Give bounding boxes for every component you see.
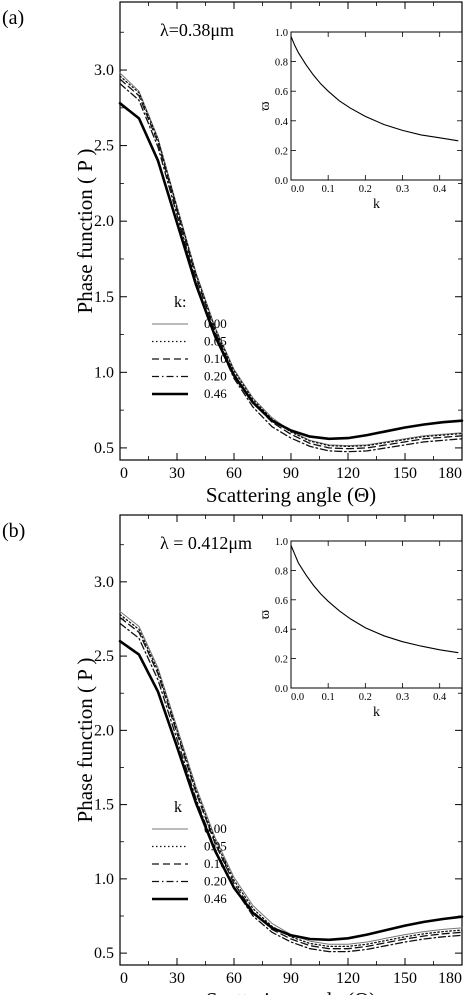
inset-x-axis-title: k	[373, 197, 380, 212]
series-line-k-0.10	[119, 78, 463, 450]
inset-x-tick-label: 0.4	[433, 692, 447, 703]
wavelength-annotation: λ = 0.412μm	[160, 533, 252, 553]
y-tick-label: 1.0	[94, 364, 114, 381]
series-line-k-0.05	[119, 75, 463, 448]
series-line-k-0.20	[119, 82, 463, 453]
series-line-k-0.46	[118, 102, 464, 441]
y-tick-label: 0.5	[94, 945, 114, 962]
x-tick-label: 90	[283, 970, 299, 987]
wavelength-annotation: λ=0.38μm	[160, 20, 234, 40]
inset-y-tick-label: 0.0	[275, 684, 288, 695]
y-tick-label: 1.5	[94, 797, 114, 814]
legend-label: 0.00	[204, 316, 227, 331]
inset-x-tick-label: 0.3	[396, 184, 409, 195]
legend-label: 0.00	[204, 821, 227, 836]
inset-frame	[290, 31, 463, 181]
series-line-k-0.46	[118, 639, 464, 942]
inset-y-tick-label: 0.2	[275, 655, 288, 666]
x-tick-label: 180	[438, 465, 462, 482]
x-tick-label: 0	[120, 465, 128, 482]
inset-y-axis-title: ϖ	[258, 101, 273, 110]
inset-y-tick-label: 0.8	[275, 58, 288, 69]
x-axis-title: Scattering angle (Θ)	[206, 988, 376, 995]
x-tick-label: 150	[393, 970, 417, 987]
x-tick-label: 60	[226, 970, 242, 987]
series-line-k-0.20	[119, 622, 463, 953]
legend-label: 0.05	[204, 839, 227, 854]
x-tick-label: 180	[438, 970, 462, 987]
y-tick-label: 2.0	[94, 722, 114, 739]
panel-label: (a)	[2, 7, 24, 29]
legend-label: 0.46	[204, 891, 227, 906]
legend-label: 0.20	[204, 369, 227, 384]
inset-y-tick-label: 1.0	[275, 28, 288, 39]
y-tick-label: 2.5	[94, 648, 114, 665]
inset-y-tick-label: 0.6	[275, 596, 288, 607]
series-line-k-0.05	[119, 613, 463, 948]
y-tick-label: 2.0	[94, 213, 114, 230]
x-tick-label: 120	[336, 465, 360, 482]
inset-y-tick-label: 0.4	[275, 625, 289, 636]
legend-label: 0.05	[204, 334, 227, 349]
legend-label: 0.10	[204, 351, 227, 366]
x-tick-label: 30	[169, 465, 185, 482]
y-tick-label: 3.0	[94, 62, 114, 79]
inset-x-axis-title: k	[373, 705, 380, 720]
legend-label: 0.46	[204, 386, 227, 401]
x-axis-title: Scattering angle (Θ)	[206, 483, 376, 507]
x-tick-label: 60	[226, 465, 242, 482]
inset-x-tick-label: 0.0	[291, 692, 304, 703]
y-axis-title: Phase function ( P )	[73, 149, 97, 314]
inset-y-tick-label: 1.0	[275, 537, 288, 548]
inset-y-tick-label: 0.8	[275, 566, 288, 577]
x-tick-label: 120	[336, 970, 360, 987]
inset-frame	[290, 540, 463, 689]
y-tick-label: 1.5	[94, 289, 114, 306]
legend-title: k	[174, 799, 182, 816]
inset-albedo-curve	[290, 545, 459, 654]
x-tick-label: 30	[169, 970, 185, 987]
inset-x-tick-label: 0.1	[322, 184, 335, 195]
legend-label: 0.10	[204, 856, 227, 871]
inset-x-tick-label: 0.4	[433, 184, 447, 195]
inset-y-axis-title: ϖ	[258, 610, 273, 619]
panel-label: (b)	[2, 520, 25, 542]
x-tick-label: 90	[283, 465, 299, 482]
x-tick-label: 0	[120, 970, 128, 987]
inset-albedo-curve	[290, 36, 459, 142]
inset-y-tick-label: 0.4	[275, 117, 289, 128]
legend-label: 0.20	[204, 874, 227, 889]
legend-title: k:	[174, 294, 186, 311]
inset-x-tick-label: 0.2	[359, 184, 372, 195]
y-axis-title: Phase function ( P )	[73, 658, 97, 823]
inset-x-tick-label: 0.2	[359, 692, 372, 703]
inset-x-tick-label: 0.3	[396, 692, 409, 703]
inset-y-tick-label: 0.2	[275, 146, 288, 157]
x-tick-label: 150	[393, 465, 417, 482]
y-tick-label: 2.5	[94, 138, 114, 155]
y-tick-label: 3.0	[94, 574, 114, 591]
y-tick-label: 0.5	[94, 440, 114, 457]
inset-y-tick-label: 0.6	[275, 87, 288, 98]
inset-x-tick-label: 0.1	[322, 692, 335, 703]
inset-x-tick-label: 0.0	[291, 184, 304, 195]
y-tick-label: 1.0	[94, 871, 114, 888]
series-line-k-0.10	[119, 616, 463, 950]
inset-y-tick-label: 0.0	[275, 176, 288, 187]
